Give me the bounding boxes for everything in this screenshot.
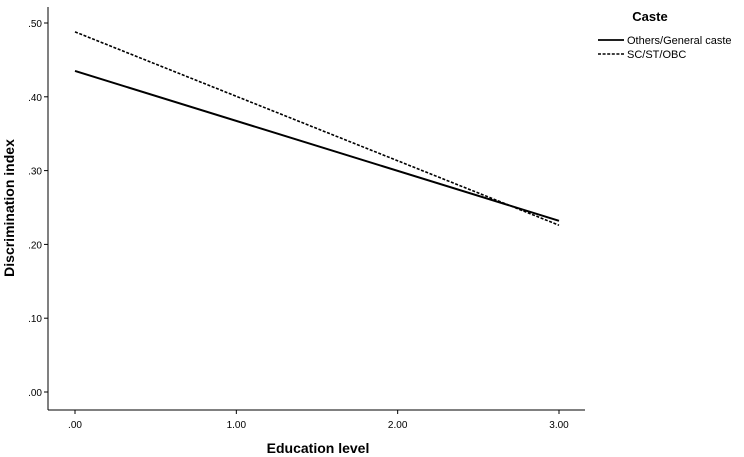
y-tick-label: .50 xyxy=(28,19,42,30)
y-axis-ticks: .00 .10 .20 .30 .40 .50 xyxy=(28,19,48,399)
x-tick-label: 1.00 xyxy=(227,420,247,431)
y-tick-label: .10 xyxy=(28,314,42,325)
y-tick-label: .00 xyxy=(28,388,42,399)
legend: Caste Others/General caste SC/ST/OBC xyxy=(598,9,732,61)
series-lines xyxy=(74,31,560,226)
plot-area: .00 .10 .20 .30 .40 .50 .00 1.00 2.00 3.00 xyxy=(28,7,585,431)
legend-label: Others/General caste xyxy=(627,35,732,47)
y-axis-title: Discrimination index xyxy=(1,139,17,277)
x-axis-ticks: .00 1.00 2.00 3.00 xyxy=(68,410,569,431)
x-tick-label: 2.00 xyxy=(388,420,408,431)
series-line-others-general-caste xyxy=(74,70,560,222)
y-tick-label: .40 xyxy=(28,93,42,104)
x-axis-title: Education level xyxy=(267,440,370,456)
x-tick-label: 3.00 xyxy=(549,420,569,431)
y-tick-label: .30 xyxy=(28,167,42,178)
legend-label: SC/ST/OBC xyxy=(627,49,686,61)
y-tick-label: .20 xyxy=(28,240,42,251)
x-tick-label: .00 xyxy=(68,420,82,431)
series-line-sc-st-obc xyxy=(74,31,560,226)
legend-title: Caste xyxy=(632,9,667,24)
